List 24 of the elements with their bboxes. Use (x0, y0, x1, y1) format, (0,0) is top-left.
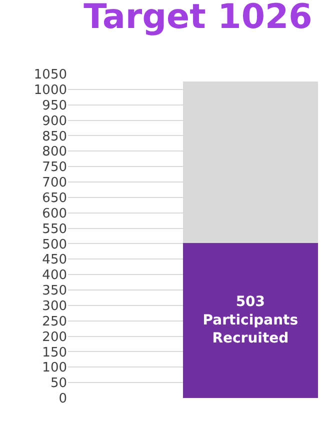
y-tick-label: 700 (42, 176, 67, 191)
y-tick-label: 200 (42, 330, 67, 345)
y-tick-label: 400 (42, 268, 67, 284)
y-tick-label: 500 (42, 237, 67, 252)
y-tick-label: 600 (42, 206, 67, 222)
y-tick-label: 800 (42, 144, 67, 160)
data-label: 503 Participants Recruited (202, 294, 298, 347)
y-tick-label: 350 (42, 284, 67, 299)
y-tick-label: 0 (58, 392, 67, 407)
y-tick-label: 750 (42, 160, 67, 176)
y-tick-label: 450 (42, 252, 67, 268)
y-tick-label: 1000 (34, 82, 67, 98)
y-tick-label: 650 (42, 190, 67, 206)
y-tick-label: 100 (42, 360, 67, 376)
y-tick-label: 550 (42, 222, 67, 237)
y-tick-label: 150 (42, 345, 67, 360)
y-tick-label: 300 (42, 298, 67, 314)
y-tick-label: 850 (42, 129, 67, 144)
chart-title: Target 1026 (84, 0, 312, 38)
y-tick-label: 900 (42, 114, 67, 129)
y-tick-label: 950 (42, 98, 67, 114)
y-tick-label: 50 (50, 376, 67, 392)
y-tick-label: 250 (42, 314, 67, 330)
y-tick-label: 1050 (34, 68, 67, 83)
